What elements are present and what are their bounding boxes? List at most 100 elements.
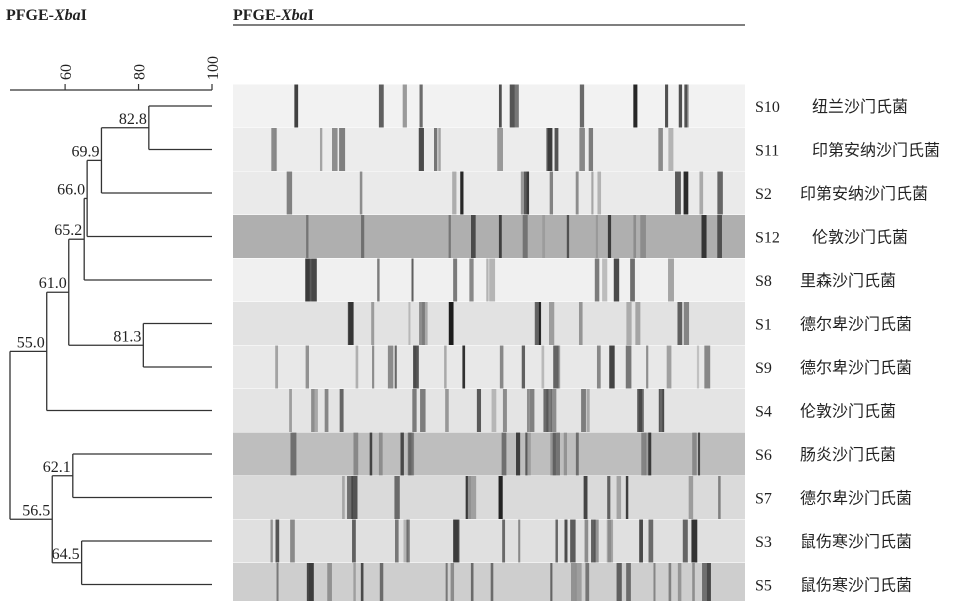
leaf-name: 鼠伤寒沙门氏菌 <box>800 576 912 595</box>
gel-band <box>311 259 317 302</box>
gel-band <box>395 520 399 563</box>
leaf-name: 里森沙门氏菌 <box>800 272 896 290</box>
gel-lane <box>233 172 745 215</box>
gel-band <box>678 563 681 601</box>
leaf-name: 德尔卑沙门氏菌 <box>800 490 912 508</box>
node-label: 65.2 <box>54 222 82 239</box>
x-tick-label: 80 <box>132 64 149 80</box>
gel-band <box>585 563 589 601</box>
gel-band <box>340 389 344 432</box>
gel-band <box>692 563 695 601</box>
node-label: 61.0 <box>39 275 67 292</box>
gel-band <box>407 520 410 563</box>
gel-band <box>471 563 474 601</box>
gel-band <box>617 476 622 519</box>
gel-band <box>626 476 628 519</box>
gel-band <box>497 128 503 171</box>
leaf-name: 印第安纳沙门氏菌 <box>812 142 940 160</box>
gel-band <box>556 433 560 476</box>
gel-band <box>353 563 355 601</box>
leaf-name: 纽兰沙门氏菌 <box>812 98 908 116</box>
gel-band <box>550 172 553 215</box>
gel-band <box>499 85 502 128</box>
gel-band <box>271 128 276 171</box>
gel-band <box>287 172 292 215</box>
gel-band <box>549 302 554 345</box>
gel-band <box>564 520 567 563</box>
leaf-id: S3 <box>755 534 772 551</box>
gel-band <box>469 259 473 302</box>
gel-band <box>589 128 593 171</box>
gel-band <box>347 476 352 519</box>
gel-band <box>472 476 477 519</box>
gel-band <box>550 563 552 601</box>
dendrogram-title: PFGE-XbaI <box>6 7 87 24</box>
gel-band <box>462 346 465 389</box>
leaf-id: S6 <box>755 447 772 464</box>
leaf-id: S9 <box>755 360 772 377</box>
gel-band <box>641 433 646 476</box>
gel-band <box>591 520 596 563</box>
gel-band <box>702 563 707 601</box>
node-label: 55.0 <box>17 334 45 351</box>
figure: PFGE-XbaI PFGE-XbaI 6080100S10纽兰沙门氏菌S11印… <box>0 0 973 601</box>
leaf-id: S10 <box>755 99 780 116</box>
gel-band <box>576 563 582 601</box>
gel-band <box>535 302 540 345</box>
gel-band <box>492 389 497 432</box>
gel-band <box>502 433 507 476</box>
gel-band <box>586 389 589 432</box>
leaf-name: 鼠伤寒沙门氏菌 <box>800 532 912 551</box>
gel-band <box>471 215 476 258</box>
gel-band <box>332 128 338 171</box>
gel-band <box>449 215 451 258</box>
gel-band <box>327 563 332 601</box>
gel-band <box>684 172 689 215</box>
gel-band <box>633 85 637 128</box>
gel-band <box>290 520 295 563</box>
gel-band <box>295 85 298 128</box>
gel-band <box>617 563 622 601</box>
gel-band <box>669 563 672 601</box>
gel-band <box>626 346 632 389</box>
gel-band <box>548 128 553 171</box>
gel-band <box>380 563 383 601</box>
leaf-id: S7 <box>755 491 772 508</box>
node-label: 81.3 <box>113 328 141 345</box>
gel-band <box>555 128 559 171</box>
gel-band <box>449 302 454 345</box>
leaf-name: 印第安纳沙门氏菌 <box>800 185 928 203</box>
gel-band <box>306 259 312 302</box>
gel-band <box>567 215 569 258</box>
gel-lane <box>233 302 745 345</box>
gel-band <box>525 433 530 476</box>
gel-band <box>500 346 504 389</box>
gel-band <box>698 433 700 476</box>
gel-band <box>639 520 643 563</box>
gel-band <box>637 389 642 432</box>
gel-band <box>379 85 384 128</box>
node-label: 66.0 <box>57 181 85 198</box>
gel-band <box>689 476 693 519</box>
gel-band <box>539 302 541 345</box>
gel-band <box>489 259 495 302</box>
gel-band <box>320 128 322 171</box>
gel-band <box>668 128 673 171</box>
gel-band <box>349 302 354 345</box>
gel-band <box>667 346 672 389</box>
gel-band <box>307 563 309 601</box>
leaf-id: S2 <box>755 186 772 203</box>
gel-band <box>388 346 393 389</box>
gel-band <box>527 389 530 432</box>
gel-band <box>704 346 710 389</box>
gel-band <box>602 259 607 302</box>
gel-band <box>596 215 598 258</box>
gel-band <box>412 389 416 432</box>
node-label: 56.5 <box>22 502 50 519</box>
gel-band <box>686 85 689 128</box>
gel-band <box>420 389 425 432</box>
leaf-id: S1 <box>755 317 772 334</box>
gel-band <box>522 346 525 389</box>
gel-band <box>315 389 318 432</box>
gel-band <box>453 259 457 302</box>
